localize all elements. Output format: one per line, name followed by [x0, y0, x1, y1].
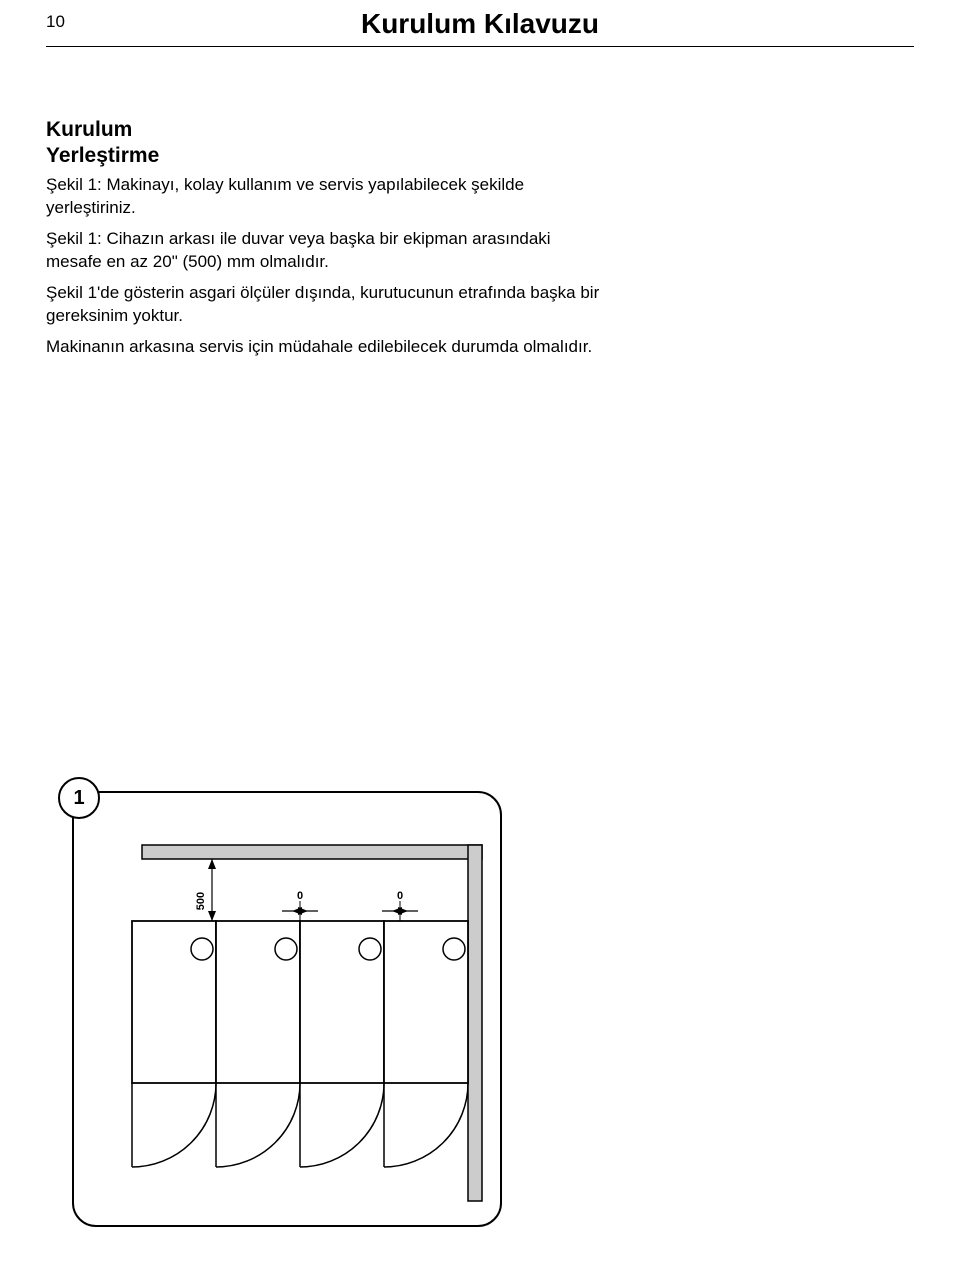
figure-label-text: 1 [73, 787, 84, 810]
title-underline [46, 46, 914, 47]
dimension-0-a: 0 [282, 890, 318, 921]
figure-1: 1 500 0 0 [72, 791, 502, 1227]
dimension-0-b: 0 [382, 890, 418, 921]
installation-diagram: 500 0 0 [82, 801, 492, 1217]
page-title: Kurulum Kılavuzu [0, 8, 960, 40]
paragraph-1: Şekil 1: Makinayı, kolay kullanım ve ser… [46, 174, 606, 220]
dim-500-text: 500 [195, 892, 207, 910]
dimension-500: 500 [195, 859, 222, 921]
content-block: Kurulum Yerleştirme Şekil 1: Makinayı, k… [46, 118, 606, 367]
paragraph-3: Şekil 1'de gösterin asgari ölçüler dışın… [46, 282, 606, 328]
paragraph-2: Şekil 1: Cihazın arkası ile duvar veya b… [46, 228, 606, 274]
subsection-heading: Yerleştirme [46, 144, 606, 168]
section-heading: Kurulum [46, 118, 606, 142]
paragraph-4: Makinanın arkasına servis için müdahale … [46, 336, 606, 359]
dim-0b-text: 0 [397, 890, 403, 902]
cabinets [132, 921, 468, 1083]
dim-0a-text: 0 [297, 890, 303, 902]
door-arcs [132, 1083, 468, 1167]
figure-label-circle: 1 [58, 777, 100, 819]
